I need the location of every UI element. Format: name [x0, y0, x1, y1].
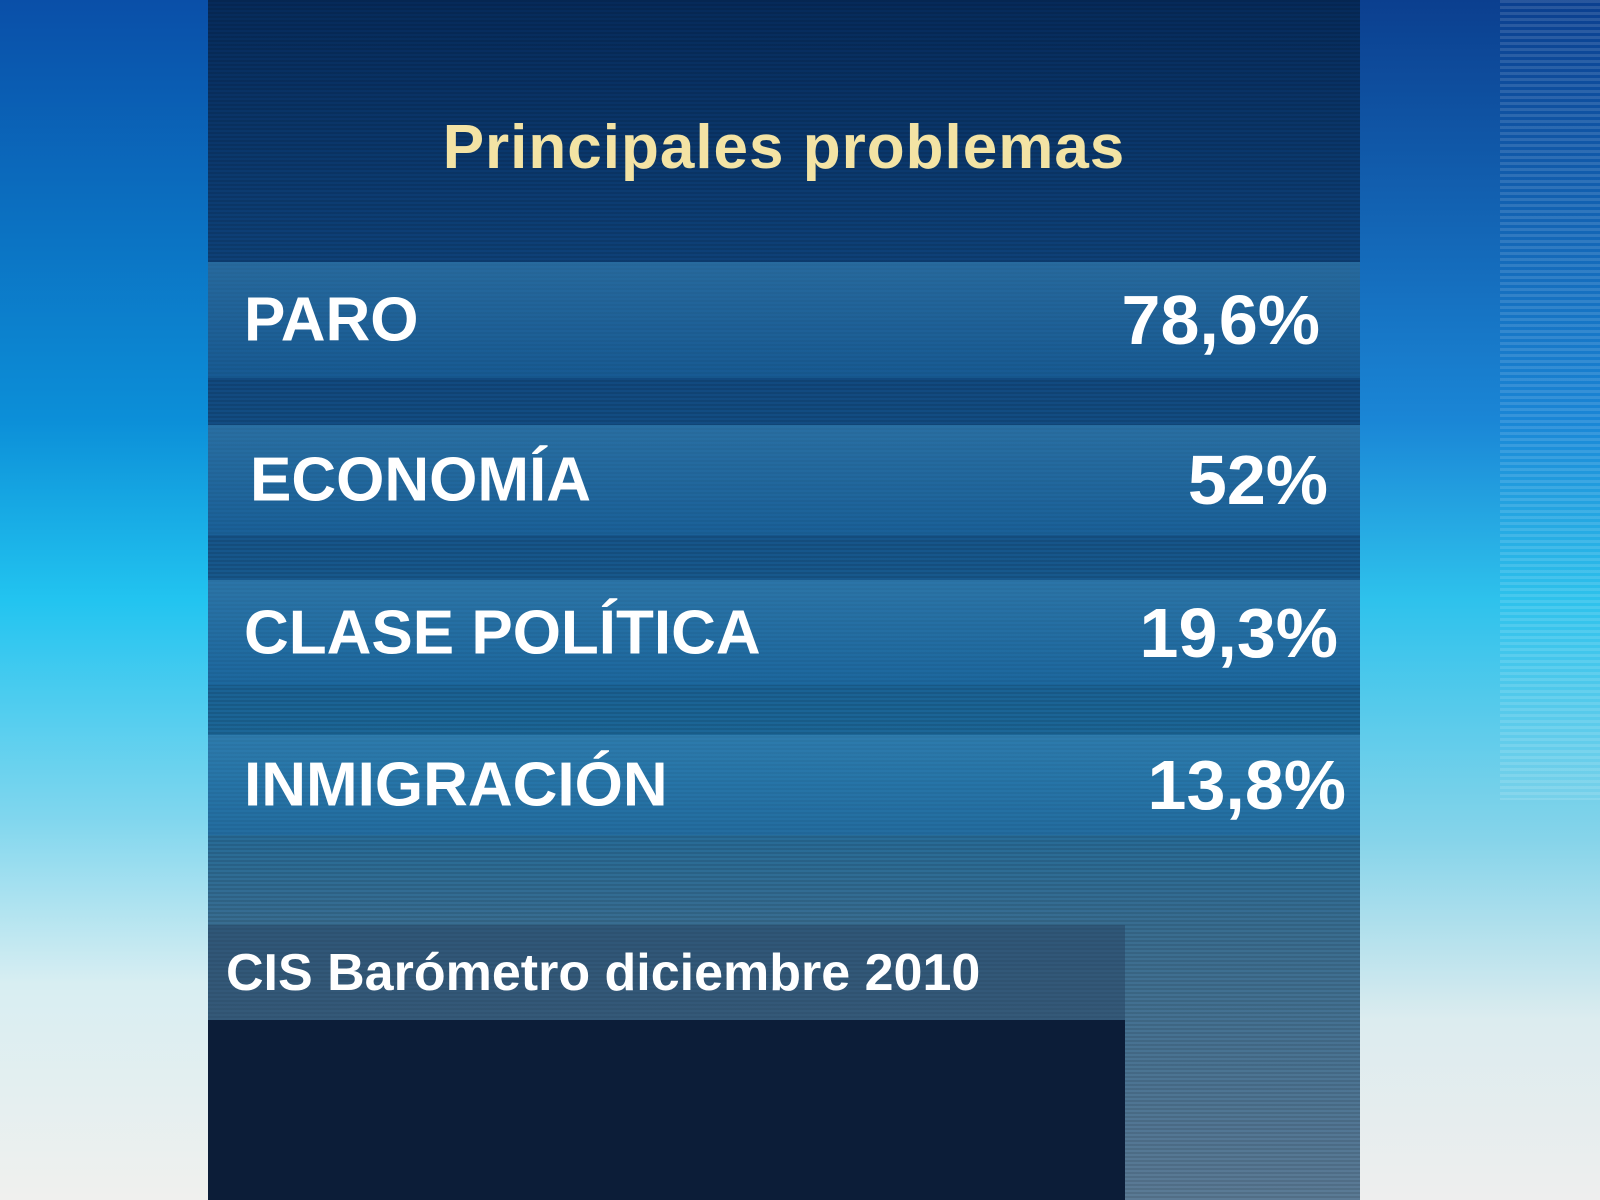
table-row: PARO 78,6% [208, 262, 1360, 378]
row-band [208, 735, 1360, 835]
row-label: CLASE POLÍTICA [244, 598, 761, 667]
graphic-panel: Principales problemas PARO 78,6% ECONOMÍ… [208, 0, 1360, 1200]
row-band [208, 425, 1360, 535]
chart-title: Principales problemas [442, 113, 1126, 182]
row-band [208, 262, 1360, 378]
decorative-stripes [1500, 0, 1600, 800]
source-caption: CIS Barómetro diciembre 2010 [208, 925, 1125, 1020]
table-row: ECONOMÍA 52% [208, 425, 1360, 535]
row-band [208, 580, 1360, 685]
row-value: 52% [1187, 441, 1328, 519]
row-value: 78,6% [1121, 281, 1320, 359]
table-row: CLASE POLÍTICA 19,3% [208, 580, 1360, 685]
row-label: INMIGRACIÓN [244, 750, 668, 820]
row-value: 13,8% [1147, 746, 1346, 824]
table-row: INMIGRACIÓN 13,8% [208, 735, 1360, 835]
row-value: 19,3% [1139, 593, 1338, 672]
source-text: CIS Barómetro diciembre 2010 [226, 944, 981, 1002]
row-label: PARO [244, 285, 419, 355]
background-right [1360, 0, 1600, 1200]
dark-box [208, 1020, 1125, 1200]
row-label: ECONOMÍA [250, 445, 591, 515]
